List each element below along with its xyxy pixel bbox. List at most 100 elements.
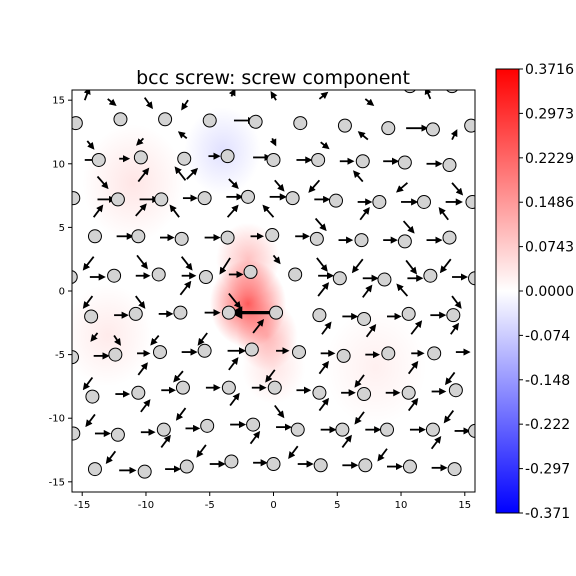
y-tick-label: -10 [49,414,65,425]
displacement-arrow [175,407,187,421]
atom [200,418,215,433]
displacement-arrow [270,91,278,101]
displacement-arrow [320,141,330,150]
displacement-arrow [396,283,409,297]
displacement-arrow [407,360,419,375]
atom [442,158,457,173]
displacement-arrow [396,182,408,193]
displacement-arrow [351,258,364,274]
atom [137,464,152,479]
atom [442,230,457,245]
displacement-arrow [410,320,423,335]
displacement-arrow [318,91,329,100]
displacement-arrow [179,280,192,296]
displacement-arrow [341,434,352,449]
atom [72,350,79,365]
atom [337,118,352,133]
x-tick-label: 5 [334,500,340,511]
y-tick-label: 5 [59,223,65,234]
displacement-arrow [169,204,180,218]
atom [221,305,236,320]
displacement-arrow [354,374,365,388]
displacement-arrow [405,259,418,275]
atom [446,90,458,94]
atom [131,229,146,244]
displacement-arrow [274,404,285,419]
atom [288,267,303,282]
atom [328,193,343,208]
atom [158,112,173,127]
atom [468,423,475,438]
displacement-arrow [229,392,240,407]
displacement-arrow [150,334,160,346]
atom [404,90,416,94]
atom [465,194,475,209]
colorbar-tick-label: -0.371 [525,506,570,522]
atom [202,113,217,128]
atom [397,155,412,170]
atom [174,231,189,246]
atom [128,306,143,321]
atom [401,306,416,321]
displacement-arrow [136,137,145,146]
y-tick-label: 0 [59,287,65,298]
displacement-arrow [137,362,148,376]
atom [309,231,324,246]
atom [292,345,307,360]
displacement-arrow [308,179,321,193]
atom [85,389,100,404]
atom [336,348,351,363]
atom [425,122,440,137]
atom [311,152,326,167]
atom [221,380,236,395]
displacement-arrow [262,204,275,218]
atom [110,427,125,442]
displacement-arrow [228,292,242,309]
displacement-arrow [96,175,109,190]
atom [72,270,78,284]
displacement-arrow [438,206,449,221]
colorbar-tick-label: 0.2229 [525,151,574,167]
displacement-arrow [450,322,460,335]
atom [240,189,255,204]
displacement-arrow [288,445,299,459]
atom [246,417,261,432]
displacement-arrow [318,397,330,412]
displacement-arrow [82,256,95,271]
field-region [184,107,261,196]
displacement-arrow [377,448,388,462]
field-region [324,308,427,426]
atom [267,380,282,395]
atom [468,271,475,286]
displacement-arrow [269,137,277,147]
atom [335,422,350,437]
atom [332,271,347,286]
displacement-arrow [359,206,370,221]
displacement-arrow [85,413,96,428]
atom [179,459,194,474]
displacement-arrow [105,450,117,465]
atom [72,116,83,131]
atom [372,194,387,209]
atoms [72,90,475,479]
atom [198,270,213,285]
atom [380,422,395,437]
colorbar-tick-label: -0.222 [525,417,570,433]
displacement-arrow [143,97,153,110]
x-axis: -15 -10 -5 0 5 10 15 [74,492,471,511]
displacement-arrow [316,257,328,272]
atom [425,422,440,437]
displacement-arrow [173,370,184,383]
displacement-arrow [252,318,265,334]
atom [357,387,372,402]
atom [427,346,442,361]
colorbar: 0.3716 0.2973 0.2229 0.1486 0.0743 0.0000 -0.0… [495,62,574,522]
atom [131,385,146,400]
y-tick-label: -5 [55,350,65,361]
atom [355,154,370,169]
atom [220,230,235,245]
colorbar-gradient [495,68,520,514]
displacement-arrow [439,258,452,274]
displacement-arrow [228,357,239,371]
displacement-arrow [226,204,239,218]
